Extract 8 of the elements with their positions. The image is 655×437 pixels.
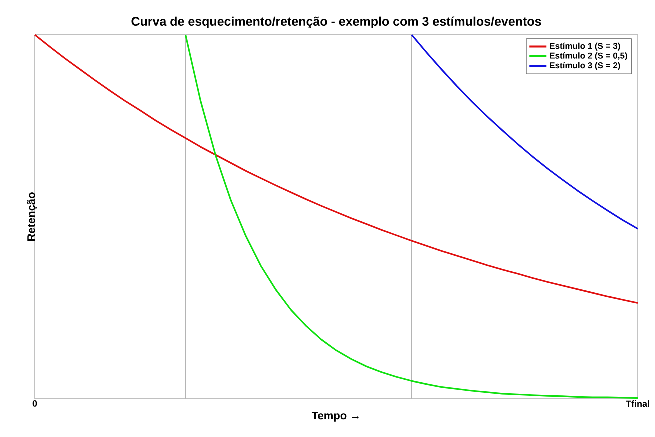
y-axis-title: Retenção bbox=[27, 192, 38, 242]
chart-title: Curva de esquecimento/retenção - exemplo com 3 estímulos/eventos bbox=[132, 16, 542, 28]
legend-label: Estímulo 2 (S = 0,5) bbox=[550, 52, 628, 61]
x-axis-title: Tempo → bbox=[312, 412, 359, 422]
legend-label: Estímulo 1 (S = 3) bbox=[550, 42, 620, 51]
x-tick-label: Tfinal bbox=[626, 400, 650, 408]
x-tick-label: 0 bbox=[32, 400, 38, 407]
legend-label: Estímulo 3 (S = 2) bbox=[550, 62, 620, 70]
